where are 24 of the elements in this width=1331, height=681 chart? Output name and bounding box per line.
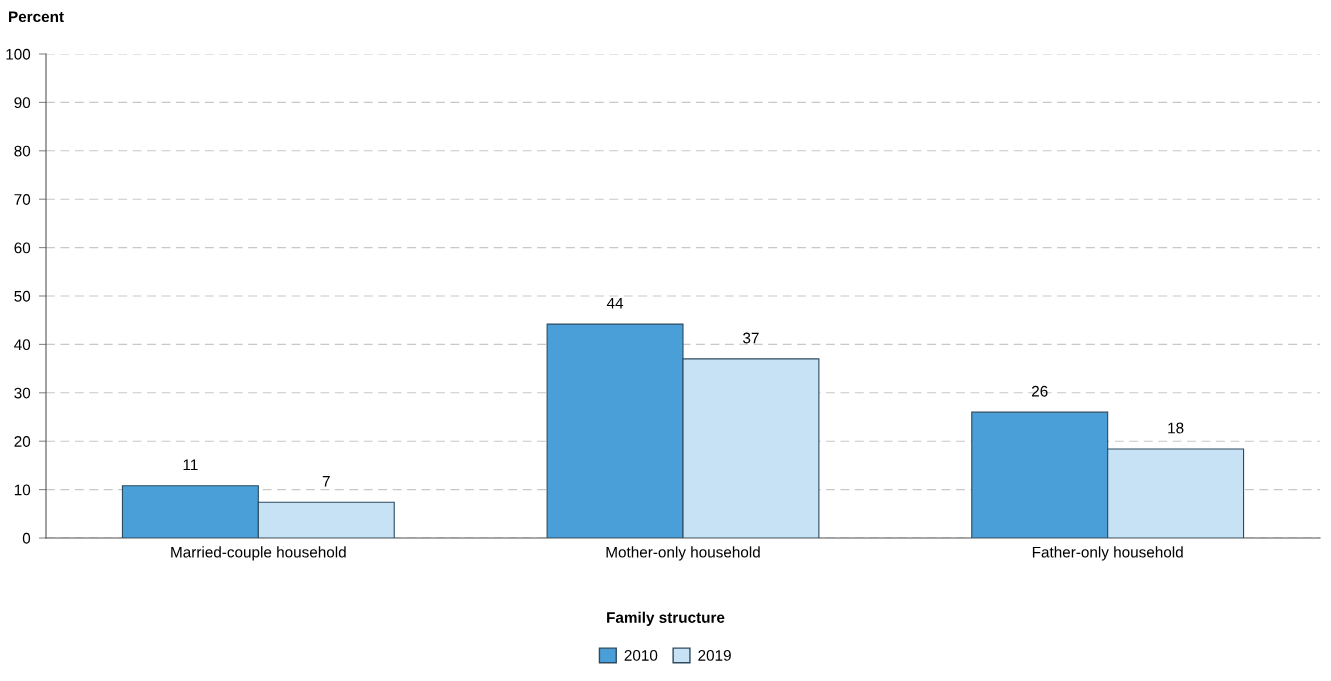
data-label: 18 — [1168, 422, 1184, 434]
data-label: 44 — [606, 297, 624, 309]
y-tick-label: 50 — [14, 290, 31, 302]
y-tick-label: 100 — [6, 48, 31, 60]
legend-label: 2010 — [624, 650, 658, 661]
y-tick-label: 80 — [14, 145, 31, 157]
y-tick-label: 20 — [14, 436, 31, 447]
x-tick-label: Mother-only household — [606, 546, 760, 561]
data-label: 11 — [183, 459, 198, 471]
y-tick-label: 0 — [22, 532, 31, 544]
x-tick-label: Married-couple household — [171, 546, 346, 561]
data-label: 37 — [743, 332, 759, 344]
data-label: 7 — [322, 476, 330, 487]
y-tick-label: 70 — [14, 194, 31, 205]
legend-title: Family structure — [607, 611, 725, 626]
y-tick-label: 30 — [14, 387, 31, 399]
y-axis-title: Percent — [9, 11, 64, 23]
y-tick-label: 10 — [14, 484, 31, 496]
legend-label: 2019 — [698, 650, 731, 661]
data-label: 26 — [1031, 385, 1048, 397]
y-tick-label: 90 — [14, 97, 31, 109]
x-tick-label: Father-only household — [1032, 546, 1183, 561]
y-tick-label: 60 — [14, 242, 31, 254]
y-tick-label: 40 — [14, 339, 31, 351]
